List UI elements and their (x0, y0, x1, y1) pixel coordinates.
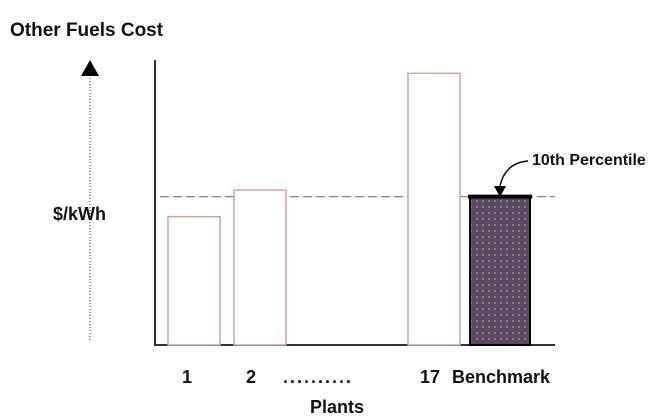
chart-title: Other Fuels Cost (10, 20, 164, 41)
x-tick-label-17: 17 (420, 367, 440, 387)
x-axis-gap-dots: .......... (283, 367, 353, 387)
bar-benchmark (469, 195, 531, 346)
annotation-arrow-icon (494, 186, 506, 197)
x-tick-label-2: 2 (246, 367, 256, 387)
bars-group (167, 72, 532, 346)
x-axis-label: Plants (310, 397, 364, 417)
bar-2 (233, 189, 287, 346)
tick-labels-group: 1 2 17 Benchmark (182, 367, 551, 387)
y-axis-label: $/kWh (53, 204, 106, 224)
bar-1 (167, 215, 221, 346)
annotation-label: 10th Percentile (532, 152, 646, 169)
annotation-leader (499, 160, 529, 187)
bar-17 (407, 72, 461, 346)
y-axis-arrow-icon (81, 60, 99, 76)
x-tick-label-benchmark: Benchmark (452, 367, 551, 387)
x-tick-label-1: 1 (182, 367, 192, 387)
